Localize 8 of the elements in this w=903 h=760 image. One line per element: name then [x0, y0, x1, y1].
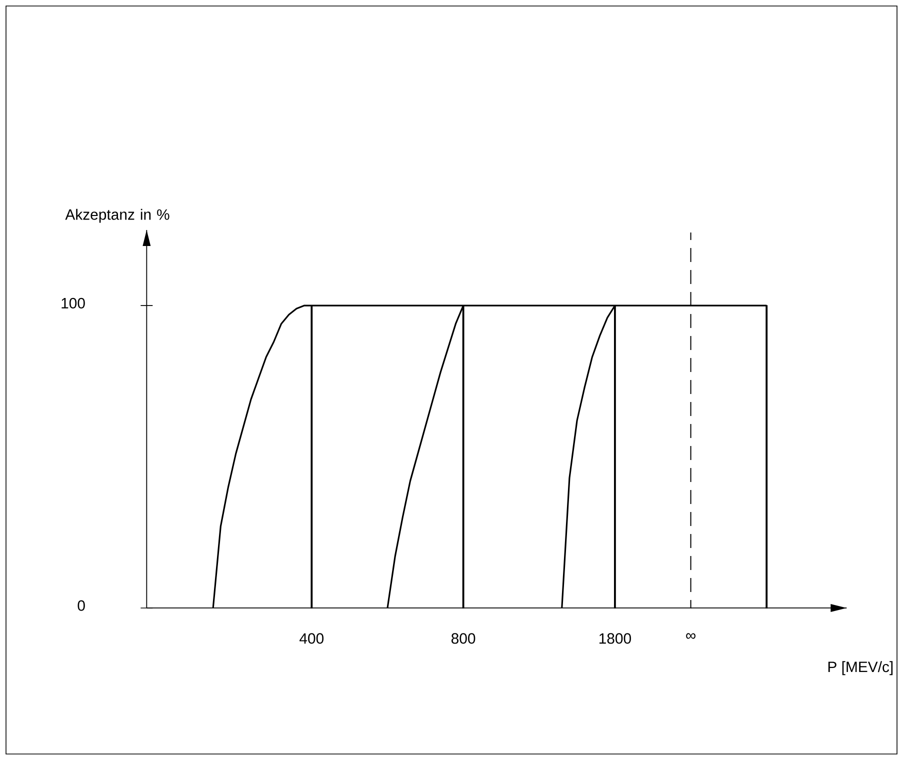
- x-tick-label: 1800: [599, 633, 631, 644]
- y-axis-title: Akzeptanz in %: [65, 208, 170, 223]
- x-tick-label: ∞: [686, 633, 696, 639]
- x-tick-label: 400: [300, 633, 324, 644]
- x-tick-label: 800: [451, 633, 476, 644]
- y-tick-label: 0: [78, 600, 85, 611]
- y-tick-label: 100: [62, 298, 85, 308]
- x-axis-title: P [MEV/c]: [828, 661, 893, 676]
